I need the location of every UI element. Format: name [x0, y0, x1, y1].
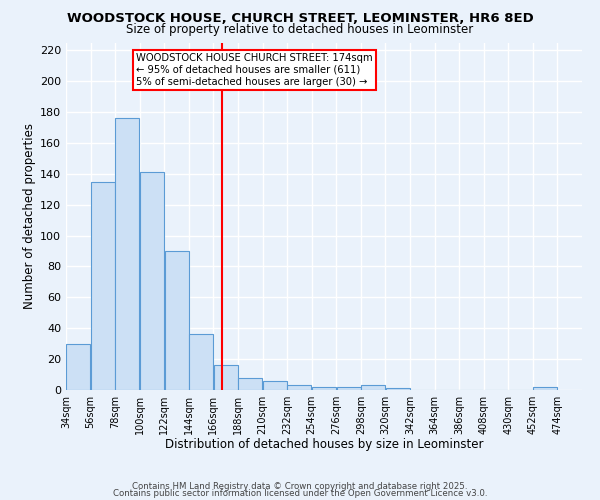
Bar	[287, 386, 311, 390]
Bar	[91, 182, 115, 390]
Bar	[312, 387, 336, 390]
Bar	[214, 366, 238, 390]
Bar	[115, 118, 139, 390]
Bar	[164, 251, 188, 390]
X-axis label: Distribution of detached houses by size in Leominster: Distribution of detached houses by size …	[165, 438, 483, 452]
Bar	[386, 388, 410, 390]
Bar	[140, 172, 164, 390]
Bar	[66, 344, 90, 390]
Text: Contains HM Land Registry data © Crown copyright and database right 2025.: Contains HM Land Registry data © Crown c…	[132, 482, 468, 491]
Bar	[533, 387, 557, 390]
Bar	[238, 378, 262, 390]
Bar	[361, 386, 385, 390]
Y-axis label: Number of detached properties: Number of detached properties	[23, 123, 36, 309]
Bar	[263, 380, 287, 390]
Text: Contains public sector information licensed under the Open Government Licence v3: Contains public sector information licen…	[113, 489, 487, 498]
Bar	[189, 334, 213, 390]
Bar	[337, 387, 361, 390]
Text: WOODSTOCK HOUSE CHURCH STREET: 174sqm
← 95% of detached houses are smaller (611): WOODSTOCK HOUSE CHURCH STREET: 174sqm ← …	[136, 54, 373, 86]
Text: WOODSTOCK HOUSE, CHURCH STREET, LEOMINSTER, HR6 8ED: WOODSTOCK HOUSE, CHURCH STREET, LEOMINST…	[67, 12, 533, 26]
Text: Size of property relative to detached houses in Leominster: Size of property relative to detached ho…	[127, 22, 473, 36]
